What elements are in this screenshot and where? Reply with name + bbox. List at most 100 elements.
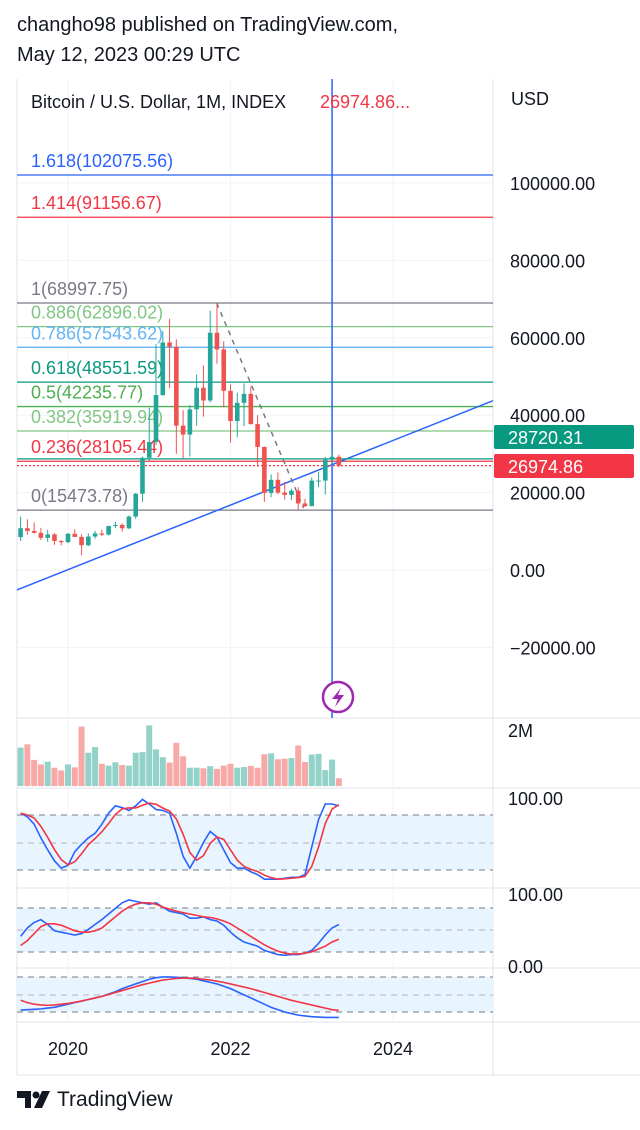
osc2-red-line	[20, 901, 340, 955]
volume-bar	[268, 753, 275, 786]
volume-bars	[17, 725, 342, 786]
volume-bar	[241, 767, 248, 786]
candle-body	[228, 390, 233, 422]
candle-body	[133, 493, 139, 517]
volume-bar	[159, 757, 166, 786]
lightning-icon[interactable]	[321, 680, 355, 714]
candle-body	[119, 524, 125, 529]
candle-body	[92, 533, 98, 537]
volume-bar	[17, 747, 24, 786]
candle-body	[255, 424, 260, 447]
chart[interactable]: 1.618(102075.56) 1.414(91156.67) 1(68997.7…	[0, 0, 640, 1080]
volume-bar	[44, 761, 51, 786]
candle-body	[322, 459, 328, 481]
oscillators	[19, 798, 340, 1019]
candle-body	[174, 346, 179, 426]
candle-body	[126, 516, 132, 529]
volume-bar	[220, 765, 227, 786]
y-tick-label: 40000.00	[510, 406, 585, 426]
candle-body	[194, 387, 199, 410]
candle-body	[336, 456, 342, 466]
volume-bar	[139, 752, 146, 786]
volume-bar	[308, 754, 315, 786]
publish-date: May 12, 2023 00:29 UTC	[17, 44, 241, 66]
candle-body	[234, 402, 240, 422]
x-tick-label: 2022	[210, 1039, 250, 1059]
osc3-red-line	[20, 977, 339, 1012]
volume-bar	[85, 752, 92, 786]
candle-body	[167, 342, 172, 347]
tradingview-logo: TradingView	[17, 1088, 173, 1112]
candle-body	[316, 480, 321, 482]
candle-body	[241, 393, 247, 403]
currency-label: USD	[511, 89, 549, 109]
candle-body	[248, 393, 254, 425]
volume-bar	[315, 753, 322, 786]
tv-logo-icon	[17, 1091, 50, 1108]
volume-bar	[322, 770, 329, 786]
volume-bar	[92, 747, 99, 786]
candle-body	[31, 530, 37, 533]
fib-label: 0.886(62896.02)	[31, 303, 163, 323]
drawings	[16, 79, 494, 718]
candle-body	[86, 536, 91, 546]
volume-bar	[329, 759, 336, 786]
candle-body	[18, 528, 23, 538]
candle-body	[262, 446, 267, 493]
volume-scale-label: 2M	[508, 721, 533, 741]
fib-levels: 1.618(102075.56) 1.414(91156.67) 1(68997.7…	[17, 151, 493, 511]
volume-bar	[132, 752, 139, 786]
trend-line	[16, 400, 494, 591]
candle-body	[45, 534, 50, 538]
candle-body	[52, 534, 57, 541]
candle-body	[58, 540, 64, 543]
candle-body	[99, 533, 105, 535]
brand-name: TradingView	[57, 1088, 173, 1111]
symbol-legend: Bitcoin / U.S. Dollar, 1M, INDEX	[31, 92, 286, 112]
volume-bar	[193, 767, 200, 786]
volume-bar	[213, 768, 220, 786]
volume-bar	[166, 762, 173, 786]
price-label-box	[494, 454, 634, 478]
volume-bar	[261, 754, 268, 786]
volume-bar	[200, 768, 207, 786]
volume-bar	[98, 763, 105, 786]
fib-label: 0.382(35919.94)	[31, 407, 163, 427]
volume-bar	[105, 765, 112, 786]
volume-bar	[58, 770, 65, 786]
candle-body	[25, 528, 30, 531]
volume-bar	[65, 764, 71, 786]
candle-body	[275, 479, 281, 493]
candle-body	[38, 532, 44, 538]
osc2-blue-line	[19, 899, 340, 957]
candle-body	[153, 395, 159, 442]
volume-bar	[207, 766, 214, 786]
candle-body	[65, 533, 71, 543]
candle-body	[106, 526, 111, 535]
candle-body	[214, 332, 220, 350]
volume-bar	[335, 778, 342, 786]
price-label: 28720.31	[508, 428, 583, 448]
y-tick-label: 20000.00	[510, 484, 585, 504]
candle-body	[309, 480, 315, 507]
volume-bar	[180, 756, 187, 786]
fib-label: 0.236(28105.44)	[31, 437, 163, 457]
publisher-line: changho98 published on TradingView.com,	[17, 14, 399, 36]
candles	[18, 302, 342, 556]
x-tick-label: 2020	[48, 1039, 88, 1059]
osc2-top-label: 100.00	[508, 885, 563, 905]
candle-body	[282, 492, 287, 495]
candle-body	[268, 479, 274, 493]
y-tick-label: −20000.00	[510, 638, 596, 658]
y-tick-label: 0.00	[510, 561, 545, 581]
axes: 2020 2022 2024 100000.00 80000.00 60000.00 400…	[48, 174, 634, 1059]
volume-bar	[112, 762, 119, 786]
volume-bar	[301, 762, 308, 786]
candle-body	[295, 490, 301, 504]
volume-bar	[295, 745, 302, 786]
price-label-box	[494, 425, 634, 449]
volume-bar	[234, 767, 241, 786]
volume-bar	[51, 767, 58, 786]
indicator-bands	[17, 814, 493, 1013]
stoch-scale-label: 100.00	[508, 789, 563, 809]
